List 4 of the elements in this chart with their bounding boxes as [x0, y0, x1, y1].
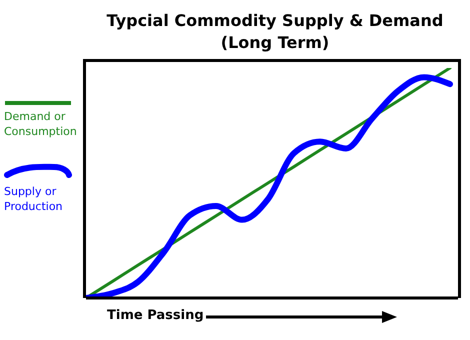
- x-axis-title: Time Passing: [107, 308, 204, 323]
- chart-title: Typcial Commodity Supply & Demand (Long Term): [106, 10, 444, 54]
- text: Demand or Consumption: [4, 109, 78, 139]
- text: Supply or Production: [4, 184, 64, 214]
